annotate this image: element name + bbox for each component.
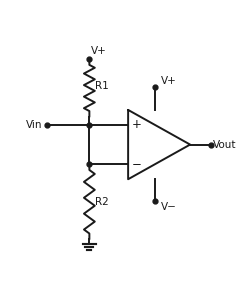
Text: Vout: Vout: [214, 140, 237, 150]
Text: R2: R2: [95, 197, 109, 207]
Text: V+: V+: [91, 46, 107, 56]
Text: +: +: [132, 118, 142, 131]
Text: Vin: Vin: [26, 120, 43, 130]
Text: R1: R1: [95, 81, 109, 91]
Text: V+: V+: [161, 76, 177, 86]
Text: −: −: [132, 158, 142, 171]
Text: V−: V−: [161, 202, 177, 212]
